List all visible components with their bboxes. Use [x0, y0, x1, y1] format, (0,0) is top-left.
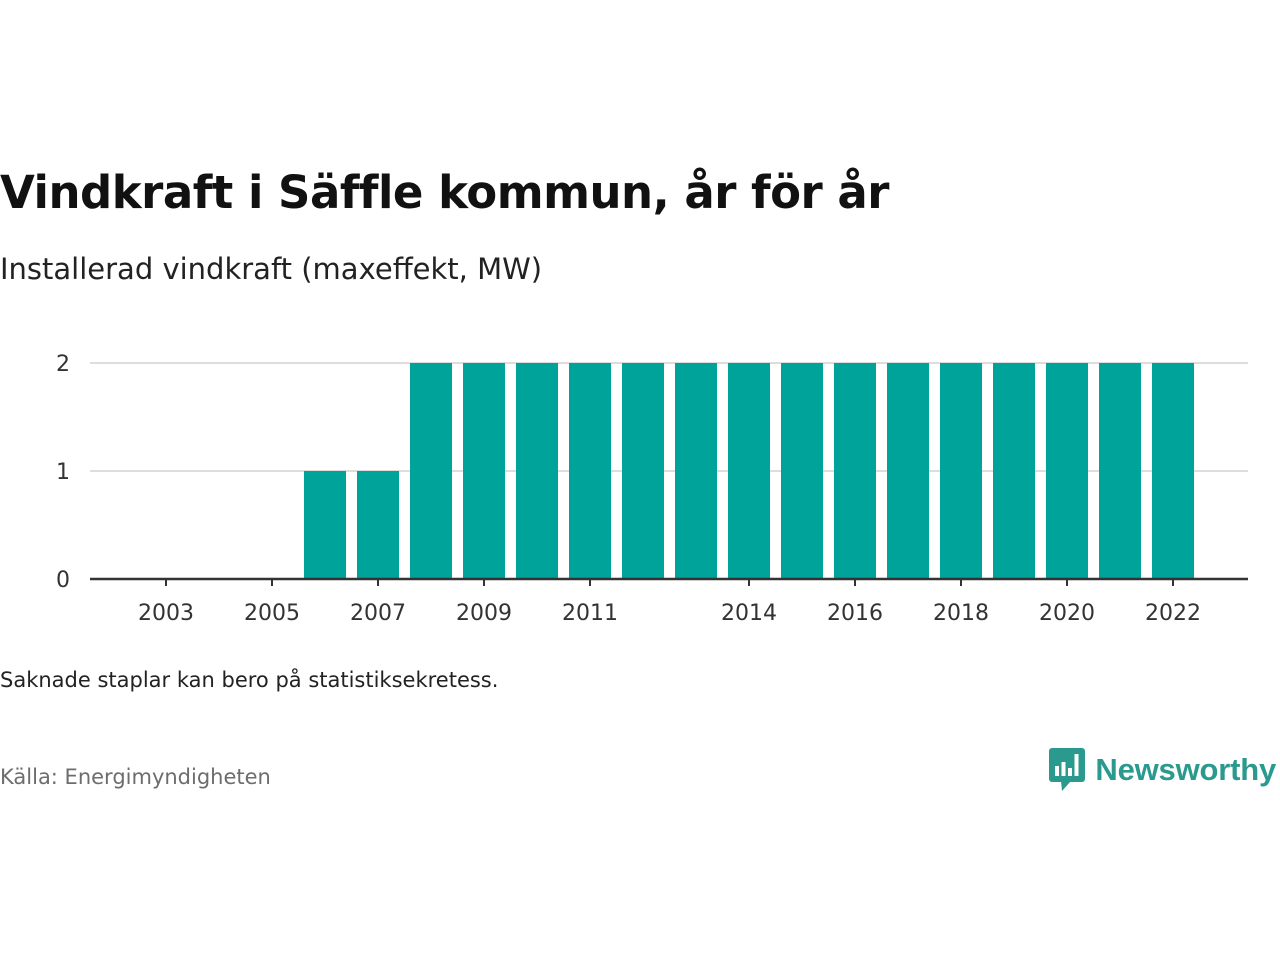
- bar-2011: [569, 363, 611, 579]
- x-tick-label-2011: 2011: [562, 601, 618, 626]
- x-tick-label-2007: 2007: [350, 601, 406, 626]
- bar-2012: [622, 363, 664, 579]
- y-axis-ticks: 0 1 2: [56, 352, 70, 593]
- bar-2019: [993, 363, 1035, 579]
- chart-subtitle: Installerad vindkraft (maxeffekt, MW): [0, 252, 543, 286]
- bar-2020: [1046, 363, 1088, 579]
- bar-2021: [1099, 363, 1141, 579]
- x-tick-label-2009: 2009: [456, 601, 512, 626]
- y-tick-label-1: 1: [56, 460, 70, 485]
- footnote: Saknade staplar kan bero på statistiksek…: [0, 668, 499, 692]
- x-tick-label-2014: 2014: [721, 601, 777, 626]
- bar-2018: [940, 363, 982, 579]
- chart-title: Vindkraft i Säffle kommun, år för år: [0, 166, 889, 219]
- x-tick-label-2018: 2018: [933, 601, 989, 626]
- bar-2015: [781, 363, 823, 579]
- x-tick-label-2022: 2022: [1145, 601, 1201, 626]
- bar-2016: [834, 363, 876, 579]
- x-tick-label-2003: 2003: [138, 601, 194, 626]
- x-axis-ticks: 2003 2005 2007 2009 2011 2014 2016 2018 2020 2022: [138, 579, 1201, 626]
- bars: [304, 363, 1194, 579]
- bar-2010: [516, 363, 558, 579]
- bar-chart: 0 1 2 2003 2005 2007 2009 2011 2014 2016 2018 2020…: [56, 352, 1248, 626]
- x-tick-label-2005: 2005: [244, 601, 300, 626]
- x-tick-label-2020: 2020: [1039, 601, 1095, 626]
- bar-2008: [410, 363, 452, 579]
- bar-2014: [728, 363, 770, 579]
- y-tick-label-2: 2: [56, 352, 70, 377]
- bar-2006: [304, 471, 346, 579]
- bar-2017: [887, 363, 929, 579]
- bar-2013: [675, 363, 717, 579]
- x-tick-label-2016: 2016: [827, 601, 883, 626]
- newsworthy-logo-icon: [1049, 748, 1086, 791]
- source-label: Källa: Energimyndigheten: [0, 765, 271, 789]
- bar-2022: [1152, 363, 1194, 579]
- bar-2007: [357, 471, 399, 579]
- brand-logo: Newsworthy: [1049, 748, 1276, 792]
- brand-name: Newsworthy: [1095, 752, 1276, 787]
- bar-2009: [463, 363, 505, 579]
- y-tick-label-0: 0: [56, 568, 70, 593]
